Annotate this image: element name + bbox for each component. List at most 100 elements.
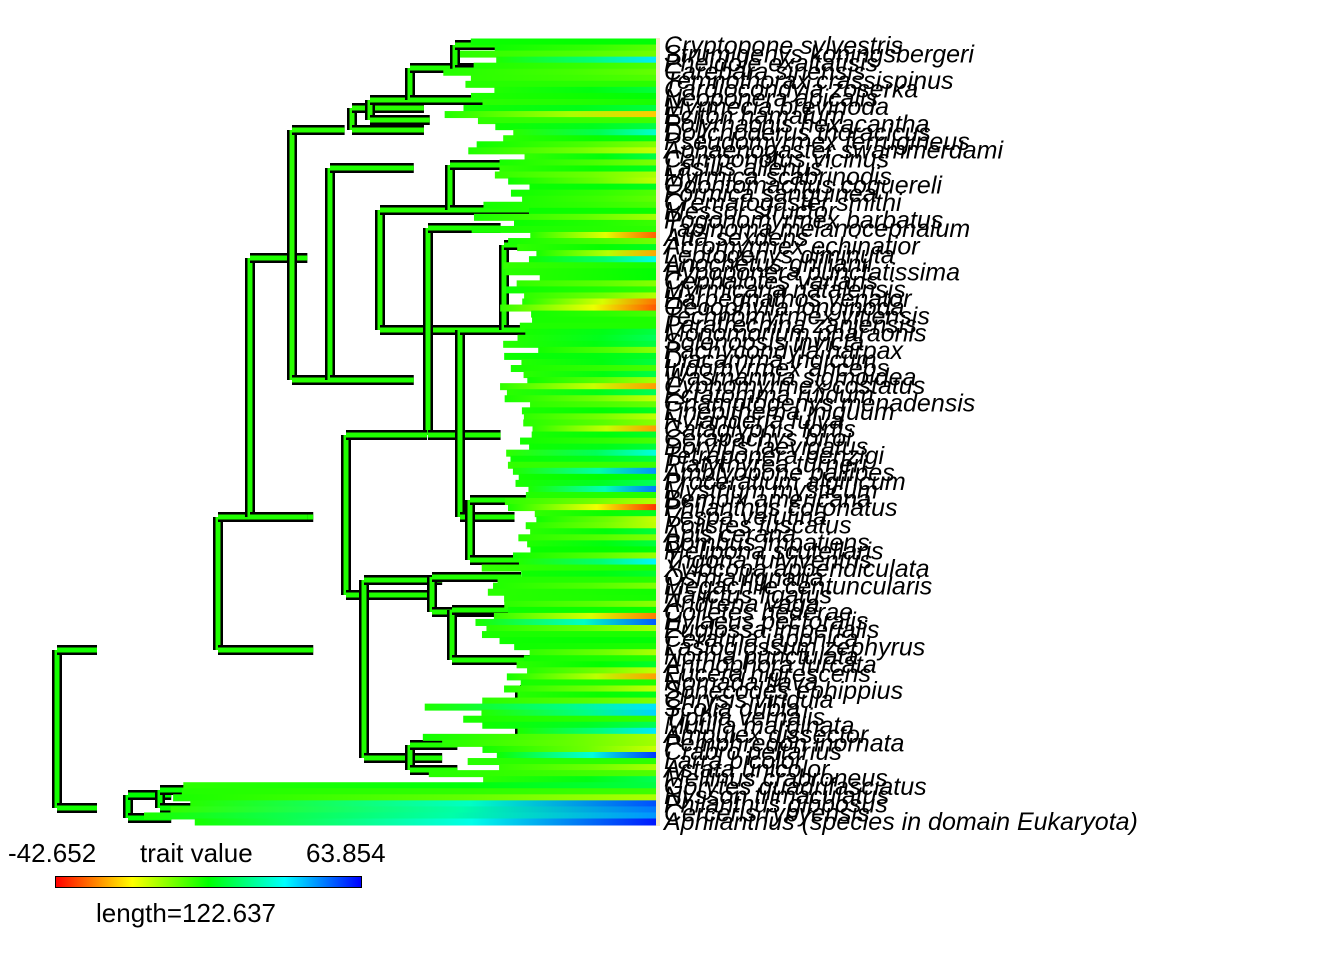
tip-label: Pseudomyrmex ferrugineus [664, 128, 970, 156]
terminal-branch [510, 455, 656, 463]
terminal-branch [496, 751, 656, 759]
tip-label: Mellinus crabroneus [664, 764, 888, 792]
tip-label: Amblyopone pallipes [662, 459, 895, 487]
tip-label: Andrena vaga [662, 590, 820, 618]
tip-label: Tapinoma melanocephalum [664, 215, 970, 243]
legend-min-label: -42.652 [8, 838, 96, 868]
terminal-branch [529, 649, 656, 657]
terminal-branch [463, 715, 656, 723]
tip-label: Anthophora furcata [662, 651, 877, 679]
terminal-branch [482, 745, 656, 753]
terminal-branch [524, 153, 656, 161]
tip-label: Cyphomyrmex costatus [664, 372, 925, 400]
tip-label: Sphecodes ephippius [664, 677, 903, 705]
tip-label: Philanthus gibbosus [664, 791, 888, 819]
terminal-branch [468, 147, 656, 155]
tip-label: Solenopsis invicta [664, 328, 864, 356]
terminal-branch [467, 758, 656, 766]
terminal-branch [513, 219, 656, 227]
terminal-branch [532, 425, 656, 433]
terminal-branch [503, 340, 656, 348]
tip-label: Oecophylla longinoda [664, 294, 905, 322]
tip-label: Mutilla marginata [664, 712, 854, 740]
terminal-branch [527, 540, 656, 548]
terminal-branch [194, 818, 656, 826]
terminal-branch [529, 183, 656, 191]
tip-label: Trigona fulviventris [664, 546, 872, 574]
terminal-branch [529, 443, 656, 451]
terminal-branch [470, 92, 656, 100]
terminal-branch [144, 812, 657, 820]
terminal-branch [463, 105, 656, 113]
tip-label: Aphilanthus (species in domain Eukaryota… [662, 808, 1138, 836]
tip-label: Messor structor [664, 198, 838, 226]
terminal-branch [481, 631, 656, 639]
terminal-branch [503, 262, 656, 270]
tip-label: Osmia lignaria [664, 564, 824, 592]
tip-label: Atta sexdens [662, 224, 809, 252]
terminal-branch [493, 612, 656, 620]
terminal-branch [519, 322, 656, 330]
tip-label: Ectatomma ruidum [664, 381, 874, 409]
tip-label: Technomyrmex vitiensis [664, 302, 930, 330]
terminal-branch [496, 56, 656, 64]
terminal-branch [494, 44, 656, 52]
terminal-branch [428, 770, 656, 778]
tip-label: Acromyrmex echinatior [662, 233, 921, 261]
tip-label: Chrysis viridula [664, 686, 834, 714]
tip-label: Hylaeus pectoralis [664, 607, 868, 635]
terminal-branch [504, 600, 656, 608]
terminal-branch [530, 546, 656, 554]
tip-label: Iridomyrmex anceps [664, 355, 889, 383]
terminal-branch [517, 334, 656, 342]
terminal-branch [525, 328, 656, 336]
tip-label: Wasmannia sigmoidea [664, 363, 917, 391]
terminal-branch [443, 68, 656, 76]
tip-label: Ceratina japonica [664, 625, 859, 653]
terminal-branch [481, 564, 656, 572]
tree-branches [52, 38, 660, 826]
terminal-branch [494, 86, 656, 94]
tip-label: Vespa velutina [664, 503, 827, 531]
terminal-branch [525, 491, 656, 499]
color-legend: -42.652 trait value 63.854 length=122.63… [8, 838, 386, 928]
terminal-branch [442, 739, 656, 747]
tip-label: Cryptopone sylvestris [664, 32, 903, 60]
tip-label: Melipona scutellaris [664, 538, 884, 566]
tip-label: Pachycondyla harpax [664, 337, 905, 365]
terminal-branch [500, 304, 656, 312]
tip-label: Xylocopa appendiculata [663, 555, 930, 583]
terminal-branch [505, 268, 656, 276]
terminal-branch [459, 50, 656, 58]
tip-label: Formica sanguinea [664, 180, 877, 208]
tip-label: Polyrhachis hexacantha [664, 110, 930, 138]
terminal-branch [504, 352, 656, 360]
terminal-branch [494, 171, 656, 179]
terminal-branch [475, 618, 656, 626]
tip-label: Lasius alienus [664, 154, 822, 182]
tip-label: Nysson trimaculatus [664, 782, 889, 810]
terminal-branch [515, 479, 656, 487]
terminal-branch [506, 389, 656, 397]
terminal-branch [527, 667, 656, 675]
terminal-branch [482, 98, 656, 106]
terminal-branch [538, 346, 656, 354]
terminal-branch [470, 38, 656, 46]
terminal-branch [473, 62, 656, 70]
terminal-branch [520, 437, 656, 445]
terminal-branch [530, 231, 656, 239]
tip-label: Dorylus laevigatus [664, 433, 868, 461]
terminal-branch [521, 407, 656, 415]
terminal-branch [531, 431, 656, 439]
legend-length-label: length=122.637 [96, 898, 276, 928]
terminal-branch [520, 679, 656, 687]
terminal-branch [518, 473, 656, 481]
terminal-branch [528, 207, 656, 215]
terminal-branch [190, 800, 656, 808]
tip-label: Leptogenys diminuta [664, 241, 895, 269]
terminal-branch [476, 141, 656, 149]
terminal-branch [517, 691, 656, 699]
terminal-branch [499, 764, 656, 772]
terminal-branch [170, 806, 656, 814]
